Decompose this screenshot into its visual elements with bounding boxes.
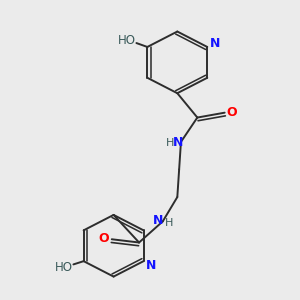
- Text: N: N: [146, 259, 157, 272]
- Text: O: O: [98, 232, 109, 245]
- Text: HO: HO: [118, 34, 136, 47]
- Text: N: N: [173, 136, 183, 149]
- Text: O: O: [226, 106, 237, 118]
- Text: N: N: [210, 37, 220, 50]
- Text: HO: HO: [55, 260, 73, 274]
- Text: H: H: [165, 218, 173, 228]
- Text: N: N: [153, 214, 164, 227]
- Text: H: H: [166, 137, 174, 148]
